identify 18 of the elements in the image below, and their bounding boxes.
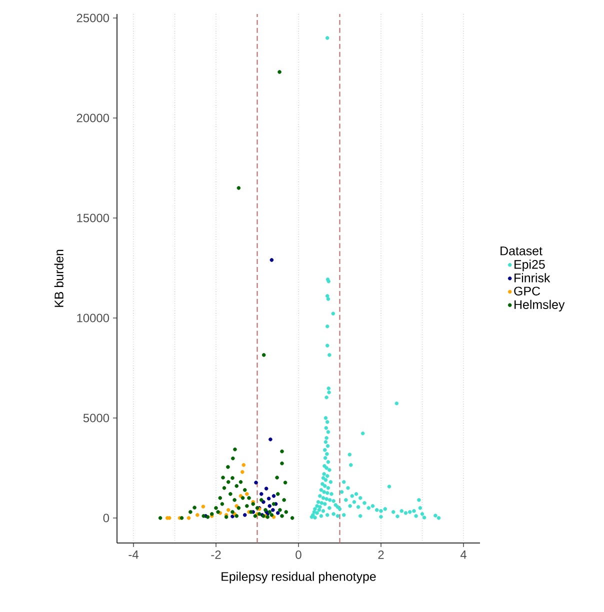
x-tick-label: 4 [460,550,466,559]
legend-label: GPC [514,286,540,296]
legend-label: Helmsley [514,300,565,312]
legend-label: Finrisk [514,273,550,282]
y-tick-label: 0 [103,514,110,522]
y-tick-label: 5000 [83,414,110,422]
legend-label: Epi25 [514,260,545,272]
y-tick-label: 25000 [76,14,110,22]
x-axis-title: Epilepsy residual phenotype [222,572,376,584]
y-axis-title: KB burden [54,250,64,307]
x-tick-label: 0 [296,550,302,559]
x-tick-label: -4 [128,550,138,559]
x-tick-label: -2 [211,550,221,559]
legend-title: Dataset [500,246,542,256]
y-tick-label: 10000 [77,314,110,322]
y-tick-label: 20000 [76,114,110,122]
x-tick-label: 2 [378,550,384,559]
y-tick-label: 15000 [77,214,110,222]
